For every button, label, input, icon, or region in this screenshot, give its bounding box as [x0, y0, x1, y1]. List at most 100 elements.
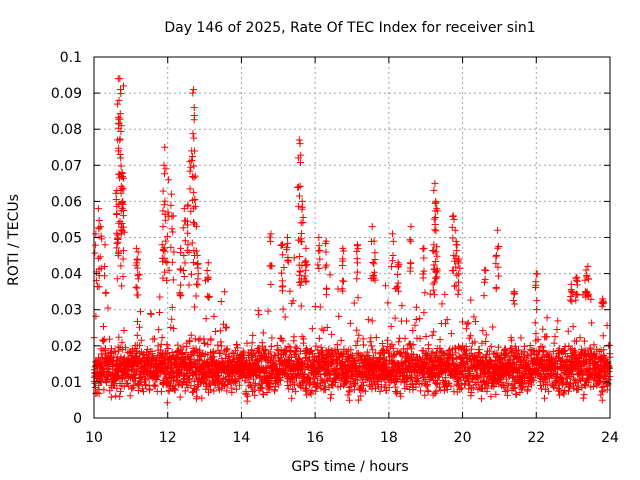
data-point: [465, 378, 473, 386]
data-point: [113, 384, 121, 392]
data-point: [295, 136, 303, 144]
data-point: [467, 296, 475, 304]
data-point: [114, 234, 122, 242]
data-point: [560, 346, 568, 354]
data-point: [302, 387, 310, 395]
data-point: [113, 211, 121, 219]
data-point: [116, 110, 124, 118]
data-point: [573, 337, 581, 345]
data-point: [533, 306, 541, 314]
data-point: [113, 275, 121, 283]
data-point: [221, 288, 229, 296]
data-point: [210, 312, 218, 320]
data-point: [116, 151, 124, 159]
data-point: [322, 248, 330, 256]
data-point: [204, 340, 212, 348]
data-point: [234, 344, 242, 352]
data-point: [293, 344, 301, 352]
data-point: [568, 297, 576, 305]
data-point: [308, 386, 316, 394]
data-point: [553, 326, 561, 334]
data-point: [436, 344, 444, 352]
data-point: [176, 393, 184, 401]
data-point: [337, 382, 345, 390]
data-point: [429, 348, 437, 356]
data-point: [115, 249, 123, 257]
data-point: [266, 233, 274, 241]
data-point: [168, 225, 176, 233]
data-point: [463, 320, 471, 328]
data-point: [347, 383, 355, 391]
data-point: [133, 331, 141, 339]
data-point: [412, 316, 420, 324]
data-point: [353, 268, 361, 276]
data-point: [494, 244, 502, 252]
data-point: [147, 363, 155, 371]
data-point: [589, 382, 597, 390]
data-point: [354, 337, 362, 345]
data-point: [511, 342, 519, 350]
data-point: [365, 352, 373, 360]
data-point: [190, 189, 198, 197]
data-point: [403, 317, 411, 325]
y-tick-label: 0.01: [51, 375, 82, 391]
data-point: [278, 283, 286, 291]
data-point: [533, 297, 541, 305]
data-point: [517, 334, 525, 342]
data-point: [366, 356, 374, 364]
data-point: [220, 320, 228, 328]
data-point: [125, 382, 133, 390]
data-point: [170, 324, 178, 332]
data-point: [299, 218, 307, 226]
data-point: [441, 290, 449, 298]
data-point: [580, 361, 588, 369]
data-point: [353, 376, 361, 384]
data-point: [297, 302, 305, 310]
data-point: [474, 385, 482, 393]
data-point: [130, 361, 138, 369]
data-point: [492, 285, 500, 293]
data-point: [315, 242, 323, 250]
data-point: [487, 393, 495, 401]
y-tick-label: 0: [73, 411, 82, 427]
data-point: [536, 382, 544, 390]
data-point: [383, 366, 391, 374]
data-point: [544, 387, 552, 395]
data-point: [529, 376, 537, 384]
data-point: [392, 383, 400, 391]
data-point: [223, 345, 231, 353]
data-point: [181, 259, 189, 267]
data-point: [541, 394, 549, 402]
data-point: [194, 382, 202, 390]
data-point: [346, 387, 354, 395]
data-point: [408, 373, 416, 381]
data-point: [168, 315, 176, 323]
data-point: [326, 271, 334, 279]
y-tick-label: 0.07: [51, 158, 82, 174]
data-point: [296, 140, 304, 148]
data-point: [100, 386, 108, 394]
data-point: [463, 347, 471, 355]
data-point: [249, 331, 257, 339]
data-point: [168, 303, 176, 311]
data-point: [533, 270, 541, 278]
x-tick-label: 16: [306, 430, 324, 446]
data-point: [163, 341, 171, 349]
data-point: [382, 282, 390, 290]
data-point: [545, 351, 553, 359]
data-point: [151, 382, 159, 390]
data-point: [515, 346, 523, 354]
data-point: [251, 391, 259, 399]
data-point: [160, 201, 168, 209]
data-point: [205, 381, 213, 389]
data-point: [519, 380, 527, 388]
data-point: [430, 186, 438, 194]
data-point: [487, 343, 495, 351]
data-point: [370, 268, 378, 276]
data-point: [328, 330, 336, 338]
data-point: [481, 354, 489, 362]
data-point: [285, 363, 293, 371]
data-point: [196, 346, 204, 354]
x-tick-label: 18: [380, 430, 398, 446]
data-point: [162, 237, 170, 245]
